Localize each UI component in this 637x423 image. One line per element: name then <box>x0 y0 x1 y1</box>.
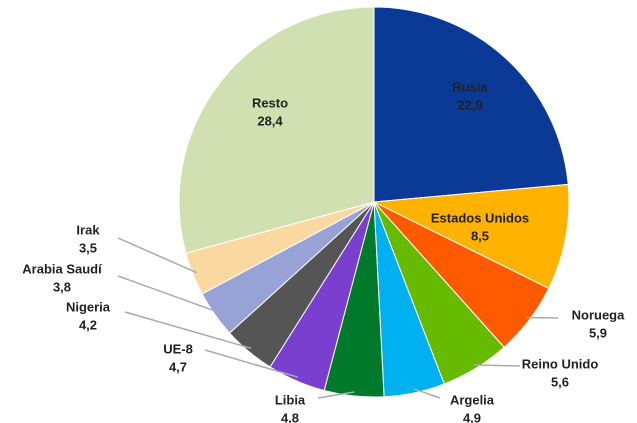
slice-value-label: 22,9 <box>457 97 482 112</box>
slice-value-label: 4,9 <box>463 410 481 423</box>
slice-label: UE-8 <box>163 341 193 356</box>
slice-label: Libia <box>275 392 306 407</box>
slice-value-label: 5,6 <box>551 374 569 389</box>
leader-line <box>413 388 441 399</box>
leader-line <box>204 349 298 378</box>
slice-value-label: 4,8 <box>281 410 299 423</box>
slice-label: Argelia <box>450 392 495 407</box>
slice-value-label: 4,7 <box>169 359 187 374</box>
slice-value-label: 3,5 <box>79 240 97 255</box>
slice-value-label: 8,5 <box>471 228 489 243</box>
slice-value-label: 4,2 <box>79 317 97 332</box>
slice-value-label: 28,4 <box>257 113 283 128</box>
pie-slice <box>373 6 569 203</box>
leader-line <box>317 391 355 399</box>
pie-slice <box>372 183 570 290</box>
slice-value-label: 3,8 <box>53 279 71 294</box>
slice-label: Estados Unidos <box>431 210 529 225</box>
slice-value-label: 5,9 <box>589 325 607 340</box>
slice-label: Nigeria <box>66 299 111 314</box>
slice-label: Rusia <box>452 79 488 94</box>
leader-line <box>117 275 219 313</box>
leader-line <box>124 311 252 350</box>
slice-label: Noruega <box>572 307 626 322</box>
pie-slice <box>178 6 375 254</box>
slice-label: Arabia Saudí <box>22 261 102 276</box>
leader-line <box>117 237 197 274</box>
slice-label: Irak <box>76 222 100 237</box>
slice-label: Resto <box>252 95 288 110</box>
slice-label: Reino Unido <box>522 356 599 371</box>
leader-line <box>473 364 521 367</box>
